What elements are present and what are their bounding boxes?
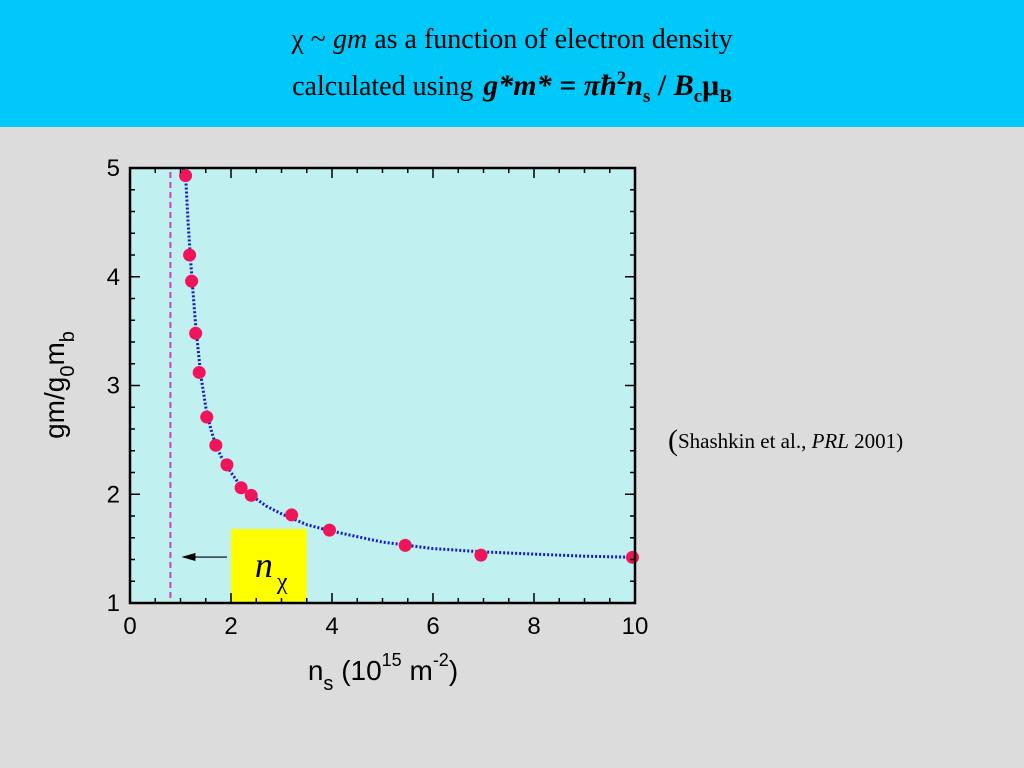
- y-tick-label: 3: [107, 373, 120, 400]
- formula-b: B: [673, 69, 694, 102]
- data-point: [185, 274, 199, 288]
- title-rest: as a function of electron density: [367, 24, 733, 55]
- citation-authors: Shashkin et al.,: [678, 429, 812, 453]
- citation: (Shashkin et al., PRL 2001): [668, 424, 903, 458]
- formula-n: n: [626, 69, 643, 102]
- x-axis-label-part: (10: [333, 655, 381, 686]
- y-axis-label-part: gm/g: [39, 377, 70, 439]
- y-tick-label: 2: [107, 481, 120, 508]
- y-axis-label-part: 0: [57, 366, 79, 377]
- data-point: [234, 481, 248, 495]
- data-point: [189, 326, 203, 340]
- citation-year: 2001: [848, 429, 897, 453]
- y-tick-label: 5: [107, 155, 120, 182]
- x-tick-label: 0: [123, 613, 136, 640]
- title-line2-text: calculated using: [292, 71, 474, 102]
- x-tick-label: 8: [527, 613, 540, 640]
- formula-sub-s: s: [642, 86, 651, 107]
- formula: g*m* = πħ2ns / BcμB: [483, 68, 732, 107]
- data-point: [220, 458, 234, 472]
- x-axis-label: ns (1015 m-2): [308, 650, 458, 695]
- formula-sub-b: B: [719, 86, 732, 107]
- y-axis-label: gm/g0mb: [39, 331, 79, 439]
- x-axis-label-part: m: [402, 655, 433, 686]
- x-axis-label-part: 15: [382, 650, 402, 670]
- slide-title-line1: χ ~ gm as a function of electron density: [0, 24, 1024, 56]
- formula-lhs: g*m* = πħ: [483, 69, 617, 102]
- data-point: [183, 248, 197, 262]
- data-point: [192, 365, 206, 379]
- fit-curve: [181, 167, 636, 559]
- x-tick-label: 6: [426, 613, 439, 640]
- x-tick-label: 10: [622, 613, 649, 640]
- tilde: ~: [303, 24, 333, 55]
- title-bar: χ ~ gm as a function of electron density…: [0, 0, 1024, 127]
- x-axis-label-part: n: [308, 655, 324, 686]
- arrow-head: [181, 553, 196, 562]
- y-tick-label: 4: [107, 264, 120, 291]
- data-point: [200, 410, 214, 424]
- y-axis-label-part: b: [57, 331, 79, 342]
- data-point: [209, 438, 223, 452]
- x-axis-label-part: ): [449, 655, 458, 686]
- formula-mu: μ: [702, 69, 720, 102]
- data-point: [625, 550, 639, 564]
- y-axis-label-part: m: [39, 342, 70, 365]
- citation-journal: PRL: [811, 429, 849, 453]
- slide-title-line2: calculated using g*m* = πħ2ns / BcμB: [0, 68, 1024, 108]
- data-point: [474, 548, 488, 562]
- plot-area: [130, 168, 635, 603]
- data-point: [285, 508, 299, 522]
- citation-open-paren: (: [668, 424, 678, 457]
- formula-div: /: [650, 69, 674, 102]
- citation-close-paren: ): [896, 429, 904, 453]
- x-tick-label: 4: [325, 613, 338, 640]
- x-axis-label-part: -2: [433, 650, 449, 670]
- data-point: [322, 523, 336, 537]
- n-chi-label: n: [255, 545, 273, 585]
- formula-sub-c: c: [693, 86, 703, 107]
- gm-italic: gm: [332, 24, 368, 55]
- formula-sup: 2: [616, 68, 627, 89]
- data-point: [398, 538, 412, 552]
- data-point: [179, 169, 193, 183]
- chi-symbol: χ: [291, 24, 304, 55]
- x-axis-label-part: s: [323, 673, 333, 695]
- n-chi-label-box: [231, 529, 307, 603]
- x-tick-label: 2: [224, 613, 237, 640]
- data-point: [244, 488, 258, 502]
- y-tick-label: 1: [107, 590, 120, 617]
- n-chi-label-subscript: χ: [276, 569, 288, 595]
